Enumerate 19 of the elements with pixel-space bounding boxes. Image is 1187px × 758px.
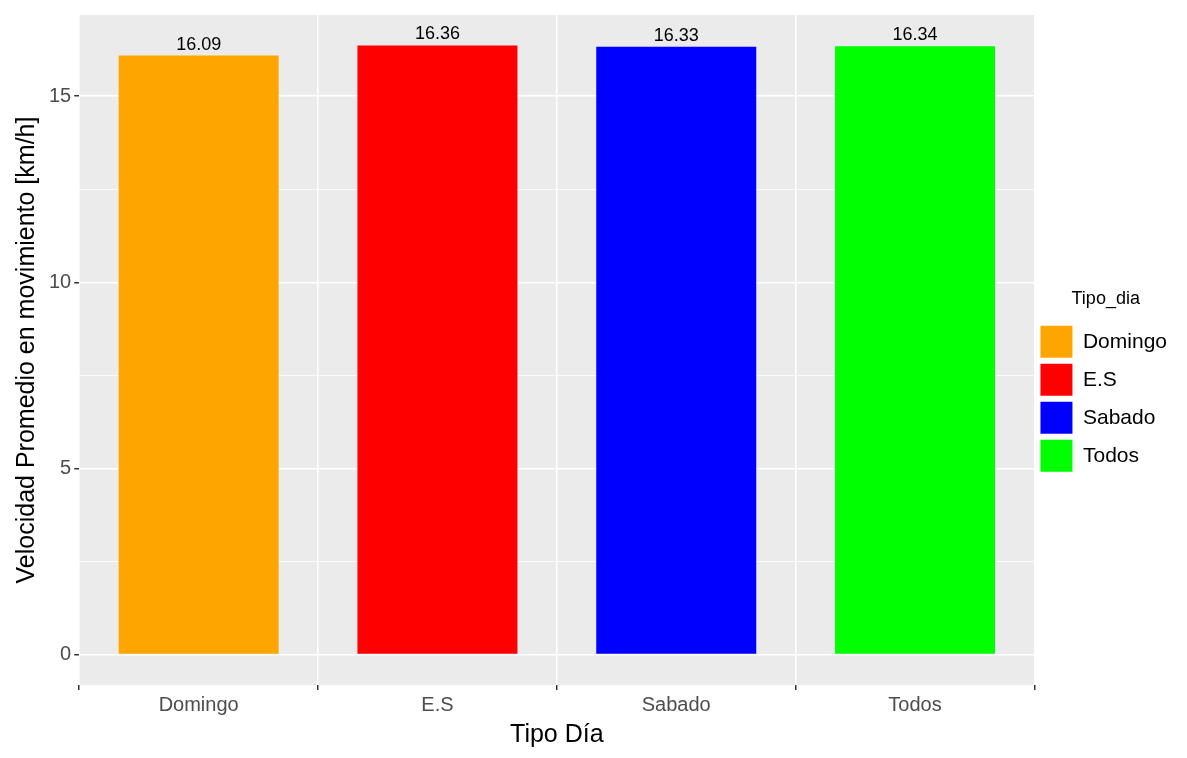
data-label: 16.34 — [892, 24, 938, 45]
x-axis-title: Tipo Día — [510, 718, 604, 747]
data-label: 16.36 — [414, 23, 460, 44]
y-tick-label: 15 — [49, 83, 72, 106]
y-tick-label: 5 — [60, 455, 72, 478]
legend-label: Sabado — [1082, 404, 1156, 428]
y-tick-label: 0 — [60, 641, 72, 664]
x-tick-label: E.S — [421, 692, 454, 715]
y-axis-title: Velocidad Promedio en movimiento [km/h] — [10, 116, 39, 584]
legend-label: Todos — [1082, 442, 1140, 466]
legend-label: E.S — [1082, 366, 1117, 390]
y-tick-label: 10 — [49, 269, 72, 292]
x-tick-label: Sabado — [641, 692, 711, 715]
x-tick-label: Domingo — [158, 692, 239, 715]
legend-title: Tipo_dia — [1071, 288, 1141, 310]
x-tick-label: Todos — [888, 692, 942, 715]
legend-label: Domingo — [1082, 328, 1168, 352]
data-label: 16.09 — [176, 33, 222, 54]
data-label: 16.33 — [653, 24, 699, 45]
